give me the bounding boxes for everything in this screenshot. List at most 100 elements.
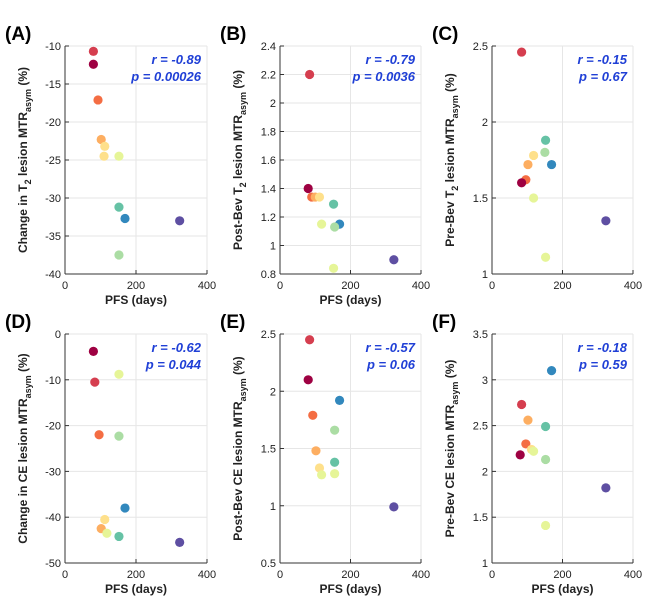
x-tick-label: 400 — [412, 569, 430, 581]
y-tick-label: -10 — [45, 375, 61, 387]
data-point — [99, 151, 109, 161]
data-point — [303, 375, 313, 385]
x-tick-label: 0 — [277, 569, 283, 581]
data-point — [93, 95, 103, 105]
x-tick-label: 0 — [489, 569, 495, 581]
data-point — [330, 457, 340, 467]
data-point — [528, 193, 539, 203]
data-point — [540, 252, 551, 262]
y-axis-label: Change in CE lesion MTRasym (%) — [16, 353, 33, 543]
y-axis-label: Post-Bev T2 lesion MTRasym (%) — [231, 70, 248, 250]
data-point — [120, 503, 130, 513]
data-point — [88, 59, 98, 69]
panel-d: -50 -40 -30 -20 -10 0 0 200 400 PFS (days) Change … — [5, 312, 216, 596]
y-tick-label: 2 — [270, 98, 276, 110]
y-tick-label: 1 — [270, 501, 276, 513]
stats-r-value: r = -0.62 — [151, 340, 201, 355]
data-point — [305, 69, 315, 80]
x-tick-label: 0 — [62, 569, 68, 581]
data-point — [303, 183, 313, 194]
x-tick-label: 400 — [624, 569, 642, 581]
data-point — [528, 150, 539, 161]
x-tick-label: 0 — [277, 280, 283, 292]
y-tick-label: 0.8 — [261, 269, 276, 281]
data-point — [517, 178, 527, 188]
y-tick-label: 1.4 — [261, 184, 276, 196]
y-tick-label: 2.2 — [261, 70, 276, 82]
y-tick-label: -40 — [45, 512, 61, 524]
y-tick-label: -10 — [45, 41, 61, 53]
data-point — [175, 216, 185, 226]
y-tick-label: -15 — [45, 79, 61, 91]
stats-r-value: r = -0.57 — [365, 340, 415, 355]
y-tick-label: 0.5 — [261, 558, 276, 570]
data-point — [100, 514, 110, 525]
data-point — [517, 399, 527, 410]
data-point — [389, 255, 399, 265]
x-axis-label: PFS (days) — [319, 582, 381, 596]
data-point — [88, 46, 98, 56]
panel-a: -40 -35 -30 -25 -20 -15 -10 0 200 400 PFS (days) Ch… — [5, 24, 216, 307]
data-point — [601, 483, 611, 493]
y-tick-label: 1 — [270, 241, 276, 253]
panel-c: 1 1.5 2 2.5 0 200 400 Pre-Bev T2 lesion MTRasym… — [432, 24, 642, 292]
data-point — [114, 431, 124, 441]
data-point — [311, 446, 321, 456]
data-point — [100, 141, 110, 151]
y-tick-label: 2 — [482, 117, 488, 129]
panel-b: 0.8 1 1.2 1.4 1.6 1.8 2 2.2 2.4 0 200 400 PFS (days)… — [220, 24, 430, 307]
data-point — [528, 446, 539, 456]
data-point — [540, 520, 551, 531]
data-point — [540, 454, 551, 465]
data-point — [175, 537, 185, 547]
y-tick-label: -35 — [45, 231, 61, 243]
data-point — [523, 159, 533, 170]
data-point — [540, 135, 551, 145]
y-tick-label: 1.8 — [261, 127, 276, 139]
data-point — [94, 430, 104, 440]
data-point — [330, 222, 340, 232]
data-point — [540, 147, 550, 157]
y-tick-label: 2.5 — [261, 329, 276, 341]
y-axis-label: Change in T2 lesion MTRasym (%) — [16, 67, 33, 253]
data-point — [114, 250, 124, 260]
data-point — [521, 439, 531, 449]
x-tick-label: 400 — [412, 280, 430, 292]
x-tick-label: 200 — [127, 280, 145, 292]
y-tick-label: -50 — [45, 558, 61, 570]
data-point — [330, 469, 340, 479]
data-point — [389, 502, 399, 512]
y-tick-label: 2.5 — [473, 421, 488, 433]
stats-r-value: r = -0.79 — [365, 52, 415, 67]
y-tick-label: 1.5 — [473, 193, 488, 205]
x-axis-label: PFS (days) — [105, 293, 167, 307]
x-tick-label: 200 — [127, 569, 145, 581]
stats-r-value: r = -0.18 — [577, 340, 627, 355]
y-tick-label: 1.5 — [473, 512, 488, 524]
stats-p-value: p = 0.044 — [145, 357, 202, 372]
stats-p-value: p = 0.00026 — [130, 69, 202, 84]
panel-label: (D) — [5, 312, 31, 333]
y-tick-label: 3.5 — [473, 329, 488, 341]
data-point — [546, 366, 557, 376]
y-tick-label: 1.6 — [261, 155, 276, 167]
data-point — [328, 263, 339, 273]
y-tick-label: 1 — [482, 269, 488, 281]
panel-label: (C) — [432, 24, 458, 45]
y-tick-label: 2 — [482, 466, 488, 478]
data-point — [114, 369, 124, 379]
stats-r-value: r = -0.89 — [151, 52, 201, 67]
data-point — [316, 219, 327, 229]
data-point — [314, 192, 325, 202]
y-tick-label: 1.2 — [261, 212, 276, 224]
y-tick-label: 1.5 — [261, 444, 276, 456]
x-tick-label: 200 — [341, 280, 359, 292]
y-tick-label: -25 — [45, 155, 61, 167]
y-tick-label: 3 — [482, 375, 488, 387]
x-tick-label: 0 — [62, 280, 68, 292]
data-point — [601, 216, 611, 226]
stats-p-value: p = 0.59 — [578, 357, 628, 372]
panel-label: (E) — [220, 312, 245, 333]
panel-label: (A) — [5, 24, 31, 45]
x-axis-label: PFS (days) — [105, 582, 167, 596]
